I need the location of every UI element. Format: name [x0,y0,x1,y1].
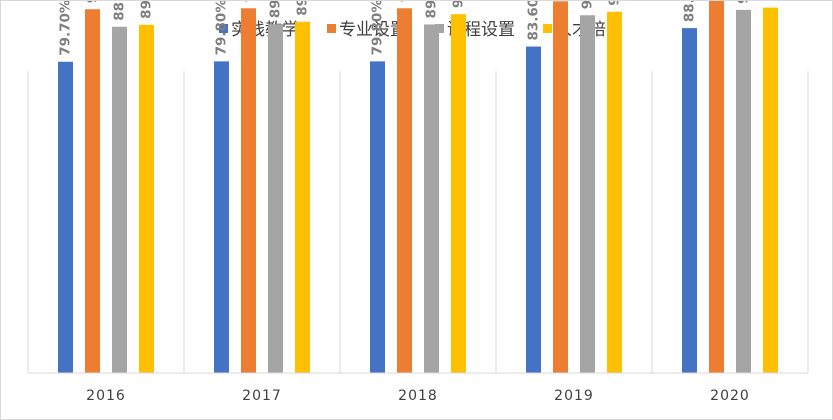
x-tick-label: 2017 [242,388,282,404]
data-label: 79.70% [58,1,74,56]
legend-swatch [219,24,228,33]
data-label: 79.80% [214,1,230,55]
bar [709,1,724,374]
data-label: 88.32% [682,1,698,22]
data-label: 83.60% [526,1,542,41]
x-tick-label: 2020 [710,388,750,404]
legend-label: 专业设置 [339,20,407,40]
data-label: 79.80% [370,1,386,55]
bar [736,9,751,373]
bar [85,9,100,374]
data-label: 89.33% [268,1,284,18]
bar [526,46,541,374]
bar [451,14,466,373]
data-label: 91.61% [580,1,596,9]
data-label: 93.56% [763,1,779,2]
data-label: 89.16% [139,1,155,19]
legend-item: 实践教学 [219,20,299,40]
bar [397,8,412,373]
category-separators [27,71,809,373]
bar [580,15,595,374]
bar [763,7,778,374]
data-label: 89.26% [424,1,440,18]
x-tick-label: 2018 [398,388,438,404]
legend-swatch [543,24,552,33]
bar [268,24,283,373]
data-label: 91.89% [451,1,467,8]
bar [295,21,310,373]
bar [553,1,568,373]
x-tick-label: 2016 [86,388,126,404]
data-label: 93.40% [241,1,257,2]
bars [58,1,778,374]
data-label: 92.51% [607,1,623,6]
data-labels: 79.70% 93.15% 88.67% 89.16% 79.80% 93.40% 89.3… [58,1,779,56]
legend-item: 专业设置 [327,20,407,40]
data-label: 93.15% [85,1,101,3]
legend-swatch [435,24,444,33]
x-tick-label: 2019 [554,388,594,404]
legend-swatch [327,24,336,33]
bar [112,26,127,373]
bar [607,11,622,374]
data-label: 93.40% [397,1,413,2]
data-label: 89.96% [295,1,311,16]
data-label: 92.99% [736,1,752,4]
bar [139,24,154,373]
x-axis-ticks: 2016 2017 2018 2019 2020 [86,388,750,404]
legend-item: 课程设置 [435,20,515,40]
bar [241,8,256,373]
bar [214,61,229,373]
bar [370,61,385,373]
data-label: 88.67% [112,1,128,21]
bar [58,61,73,374]
bar [682,28,697,373]
bar [424,24,439,374]
